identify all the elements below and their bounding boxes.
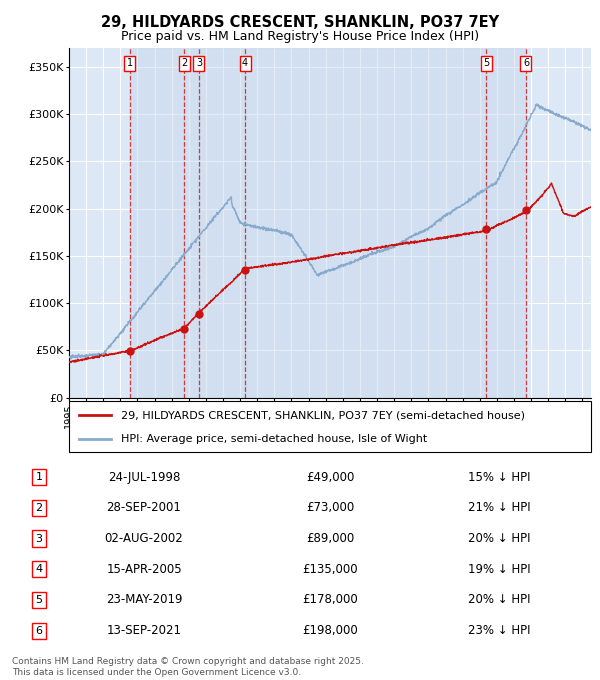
Text: 1: 1 bbox=[127, 58, 133, 69]
Text: 02-AUG-2002: 02-AUG-2002 bbox=[104, 532, 184, 545]
Text: 21% ↓ HPI: 21% ↓ HPI bbox=[468, 501, 530, 514]
Text: 23-MAY-2019: 23-MAY-2019 bbox=[106, 594, 182, 607]
Text: 15-APR-2005: 15-APR-2005 bbox=[106, 563, 182, 576]
Text: £89,000: £89,000 bbox=[306, 532, 354, 545]
Text: 23% ↓ HPI: 23% ↓ HPI bbox=[468, 624, 530, 637]
Bar bbox=[487, 48, 526, 398]
Bar bbox=[245, 48, 487, 398]
Bar bbox=[184, 48, 199, 398]
Text: 28-SEP-2001: 28-SEP-2001 bbox=[107, 501, 181, 514]
Bar bbox=[130, 48, 184, 398]
Text: 6: 6 bbox=[35, 626, 43, 636]
Text: £198,000: £198,000 bbox=[302, 624, 358, 637]
Text: HPI: Average price, semi-detached house, Isle of Wight: HPI: Average price, semi-detached house,… bbox=[121, 434, 427, 444]
Text: 4: 4 bbox=[242, 58, 248, 69]
Text: £73,000: £73,000 bbox=[306, 501, 354, 514]
Text: 15% ↓ HPI: 15% ↓ HPI bbox=[468, 471, 530, 483]
Text: 5: 5 bbox=[484, 58, 490, 69]
Text: £135,000: £135,000 bbox=[302, 563, 358, 576]
Text: Contains HM Land Registry data © Crown copyright and database right 2025.
This d: Contains HM Land Registry data © Crown c… bbox=[12, 657, 364, 677]
Text: 2: 2 bbox=[35, 503, 43, 513]
Text: 3: 3 bbox=[35, 534, 43, 543]
Text: 5: 5 bbox=[35, 595, 43, 605]
Text: 2: 2 bbox=[181, 58, 187, 69]
Text: 20% ↓ HPI: 20% ↓ HPI bbox=[468, 594, 530, 607]
Text: 24-JUL-1998: 24-JUL-1998 bbox=[108, 471, 180, 483]
Text: 1: 1 bbox=[35, 472, 43, 482]
Bar bbox=[199, 48, 245, 398]
Text: 13-SEP-2021: 13-SEP-2021 bbox=[107, 624, 182, 637]
Text: 6: 6 bbox=[523, 58, 529, 69]
Text: 20% ↓ HPI: 20% ↓ HPI bbox=[468, 532, 530, 545]
Text: 4: 4 bbox=[35, 564, 43, 574]
Text: £178,000: £178,000 bbox=[302, 594, 358, 607]
Text: £49,000: £49,000 bbox=[306, 471, 354, 483]
Text: 29, HILDYARDS CRESCENT, SHANKLIN, PO37 7EY (semi-detached house): 29, HILDYARDS CRESCENT, SHANKLIN, PO37 7… bbox=[121, 410, 525, 420]
Text: 3: 3 bbox=[196, 58, 202, 69]
Text: 19% ↓ HPI: 19% ↓ HPI bbox=[468, 563, 530, 576]
Text: 29, HILDYARDS CRESCENT, SHANKLIN, PO37 7EY: 29, HILDYARDS CRESCENT, SHANKLIN, PO37 7… bbox=[101, 15, 499, 30]
Text: Price paid vs. HM Land Registry's House Price Index (HPI): Price paid vs. HM Land Registry's House … bbox=[121, 30, 479, 43]
